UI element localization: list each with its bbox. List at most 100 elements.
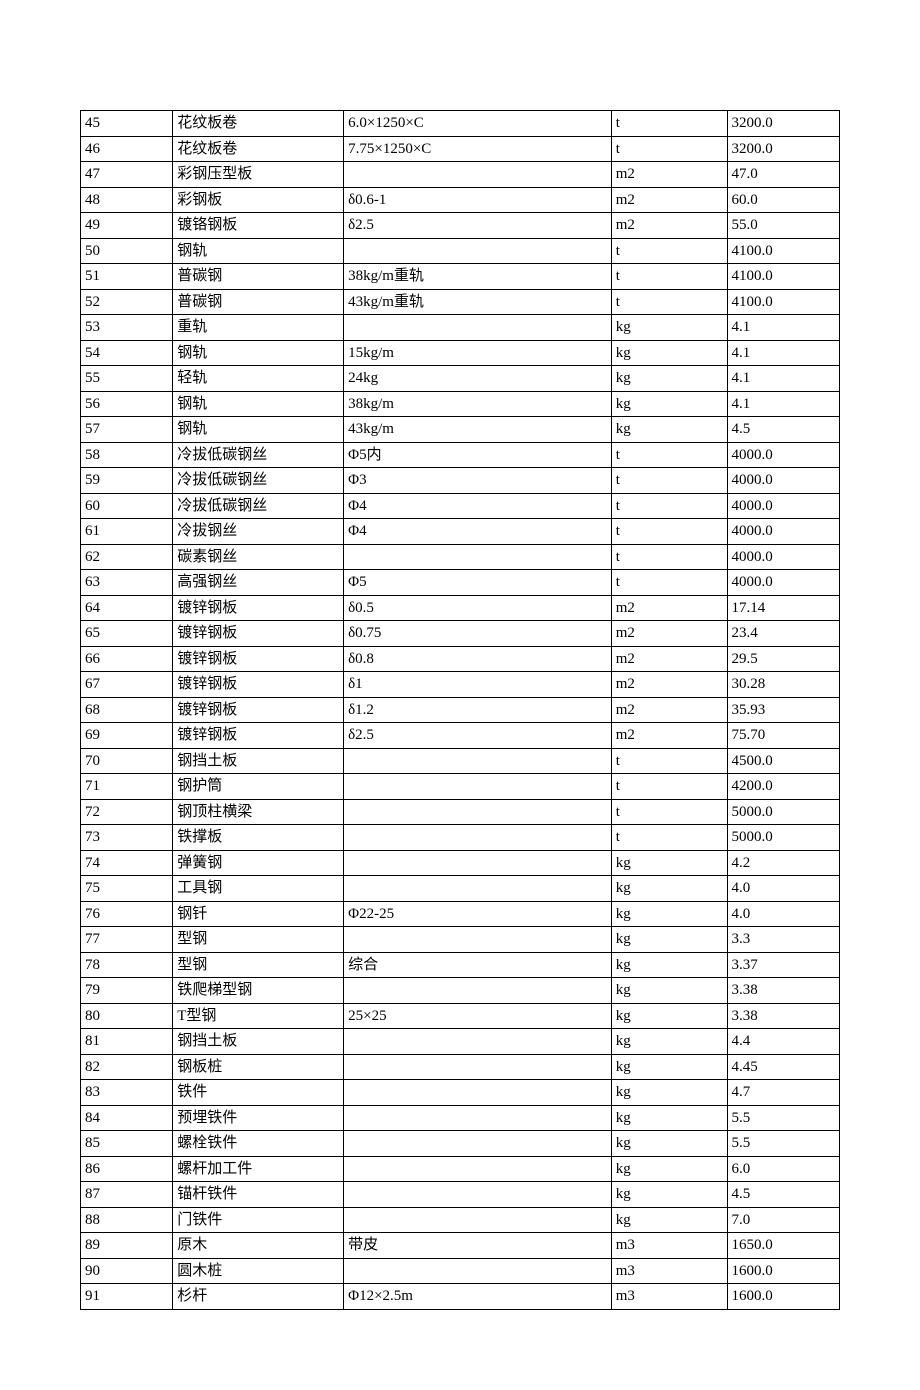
table-cell: t [611, 238, 727, 264]
table-cell: 预埋铁件 [173, 1105, 344, 1131]
table-row: 59冷拔低碳钢丝Φ3t4000.0 [81, 468, 840, 494]
table-cell: 91 [81, 1284, 173, 1310]
table-cell: δ0.8 [344, 646, 612, 672]
table-cell: kg [611, 1207, 727, 1233]
table-cell: 型钢 [173, 952, 344, 978]
table-row: 54钢轨15kg/mkg4.1 [81, 340, 840, 366]
table-cell: 型钢 [173, 927, 344, 953]
table-cell: kg [611, 1080, 727, 1106]
table-cell: 4100.0 [727, 289, 839, 315]
table-cell [344, 927, 612, 953]
table-row: 79铁爬梯型钢kg3.38 [81, 978, 840, 1004]
table-cell: δ2.5 [344, 723, 612, 749]
table-cell: 4.0 [727, 876, 839, 902]
table-cell: 72 [81, 799, 173, 825]
table-cell: 30.28 [727, 672, 839, 698]
table-cell: 54 [81, 340, 173, 366]
table-cell: kg [611, 391, 727, 417]
table-cell: 重轨 [173, 315, 344, 341]
table-cell: 铁撑板 [173, 825, 344, 851]
table-cell: 4.1 [727, 366, 839, 392]
table-cell: 4.1 [727, 391, 839, 417]
table-cell: 弹簧钢 [173, 850, 344, 876]
table-cell [344, 799, 612, 825]
table-cell: 60 [81, 493, 173, 519]
table-cell [344, 1029, 612, 1055]
table-cell: m2 [611, 723, 727, 749]
table-cell: kg [611, 417, 727, 443]
table-cell: 3.38 [727, 978, 839, 1004]
table-cell [344, 162, 612, 188]
table-cell: 7.0 [727, 1207, 839, 1233]
table-cell: 钢轨 [173, 417, 344, 443]
table-cell: m2 [611, 697, 727, 723]
table-cell: 88 [81, 1207, 173, 1233]
table-cell: 17.14 [727, 595, 839, 621]
table-cell: 45 [81, 111, 173, 137]
table-cell: 4100.0 [727, 238, 839, 264]
table-cell: t [611, 544, 727, 570]
table-cell: 60.0 [727, 187, 839, 213]
table-cell: 76 [81, 901, 173, 927]
table-cell: t [611, 774, 727, 800]
table-cell: 57 [81, 417, 173, 443]
table-cell: kg [611, 1156, 727, 1182]
table-cell: 6.0×1250×C [344, 111, 612, 137]
table-cell: t [611, 825, 727, 851]
table-cell: kg [611, 850, 727, 876]
table-row: 63高强钢丝Φ5t4000.0 [81, 570, 840, 596]
table-cell: m2 [611, 595, 727, 621]
table-cell: 4200.0 [727, 774, 839, 800]
table-row: 48彩钢板δ0.6-1m260.0 [81, 187, 840, 213]
table-row: 53重轨kg4.1 [81, 315, 840, 341]
table-cell: m2 [611, 621, 727, 647]
table-cell: 49 [81, 213, 173, 239]
table-cell: 4.5 [727, 1182, 839, 1208]
table-cell: 1600.0 [727, 1284, 839, 1310]
table-cell: Φ4 [344, 493, 612, 519]
table-row: 66镀锌钢板δ0.8m229.5 [81, 646, 840, 672]
table-cell: 螺栓铁件 [173, 1131, 344, 1157]
table-cell: 4.45 [727, 1054, 839, 1080]
table-cell: 70 [81, 748, 173, 774]
table-cell: 3.3 [727, 927, 839, 953]
table-cell: 轻轨 [173, 366, 344, 392]
table-cell [344, 238, 612, 264]
table-cell: 普碳钢 [173, 264, 344, 290]
table-cell: m2 [611, 646, 727, 672]
table-row: 68镀锌钢板δ1.2m235.93 [81, 697, 840, 723]
table-cell: 原木 [173, 1233, 344, 1259]
table-cell [344, 978, 612, 1004]
table-cell: 钢轨 [173, 340, 344, 366]
table-cell: 4000.0 [727, 468, 839, 494]
table-cell: 工具钢 [173, 876, 344, 902]
table-cell: 29.5 [727, 646, 839, 672]
table-cell: 花纹板卷 [173, 111, 344, 137]
table-cell [344, 1080, 612, 1106]
table-cell: 61 [81, 519, 173, 545]
table-cell: 48 [81, 187, 173, 213]
table-row: 90圆木桩m31600.0 [81, 1258, 840, 1284]
table-cell: m3 [611, 1258, 727, 1284]
table-cell: 圆木桩 [173, 1258, 344, 1284]
table-cell: 4500.0 [727, 748, 839, 774]
table-row: 61冷拔钢丝Φ4t4000.0 [81, 519, 840, 545]
table-cell: 镀锌钢板 [173, 697, 344, 723]
table-cell: 4.1 [727, 340, 839, 366]
table-row: 80T型钢25×25kg3.38 [81, 1003, 840, 1029]
table-cell: δ0.5 [344, 595, 612, 621]
table-cell [344, 1182, 612, 1208]
table-row: 75工具钢kg4.0 [81, 876, 840, 902]
table-cell [344, 1105, 612, 1131]
table-cell: 镀锌钢板 [173, 621, 344, 647]
table-cell: kg [611, 1131, 727, 1157]
table-cell: kg [611, 1105, 727, 1131]
table-row: 49镀铬钢板δ2.5m255.0 [81, 213, 840, 239]
table-row: 69镀锌钢板δ2.5m275.70 [81, 723, 840, 749]
table-cell [344, 876, 612, 902]
table-cell: kg [611, 978, 727, 1004]
table-cell: 4000.0 [727, 570, 839, 596]
table-row: 87锚杆铁件kg4.5 [81, 1182, 840, 1208]
table-cell: δ0.75 [344, 621, 612, 647]
table-row: 77型钢kg3.3 [81, 927, 840, 953]
